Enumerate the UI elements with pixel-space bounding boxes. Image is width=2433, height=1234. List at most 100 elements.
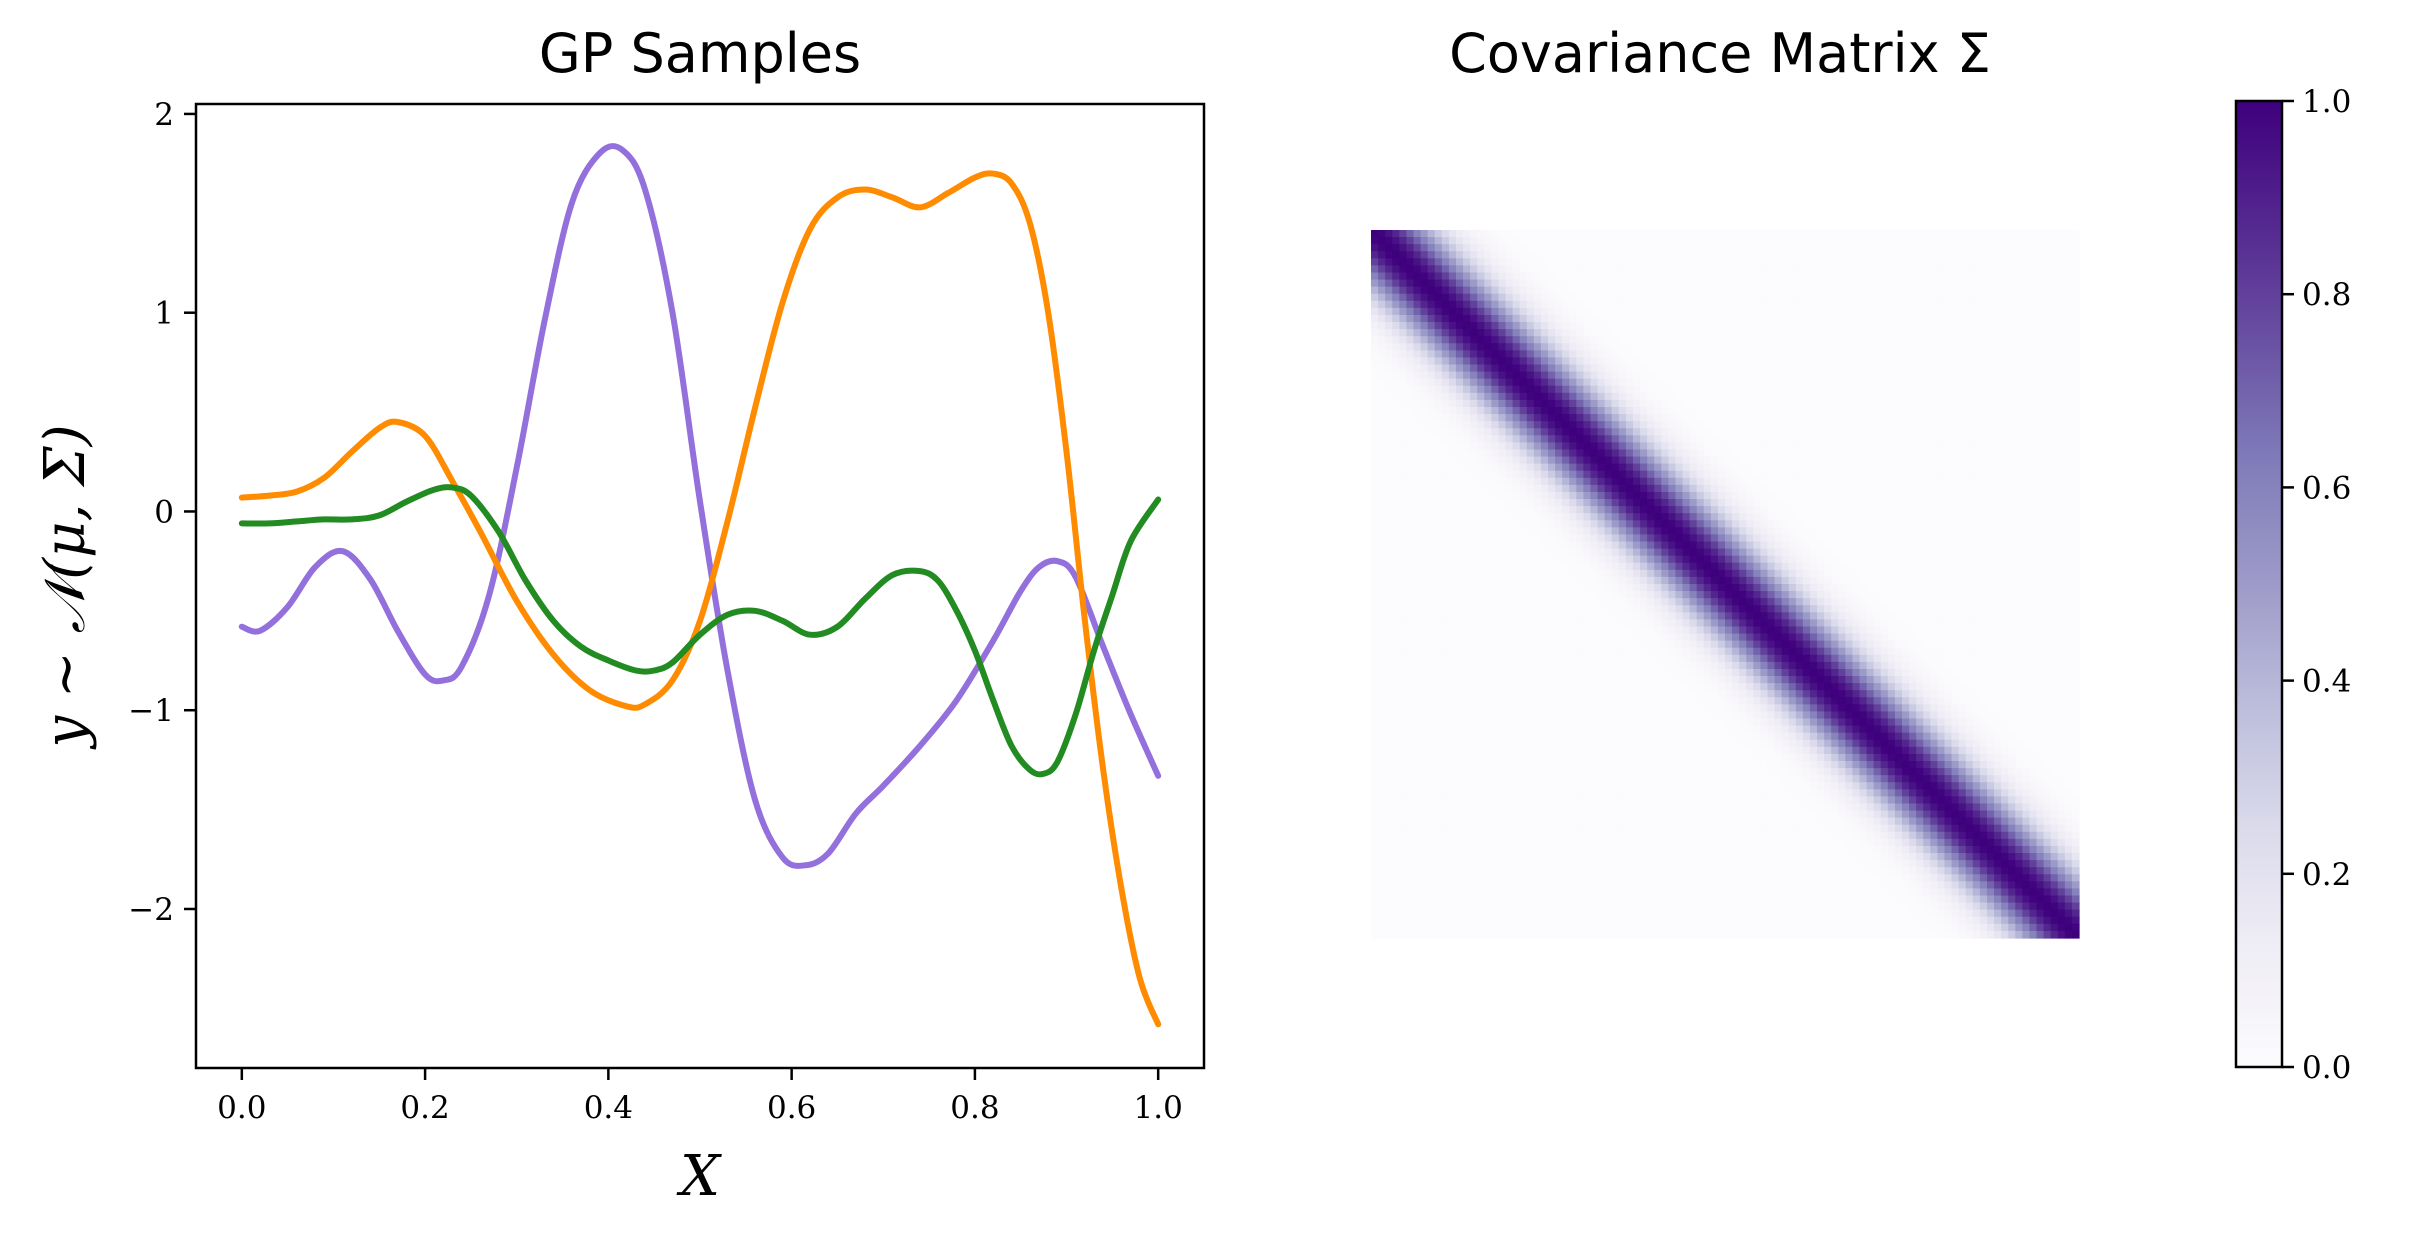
heatmap-cell bbox=[1385, 506, 1393, 514]
heatmap-cell bbox=[2036, 527, 2045, 536]
heatmap-cell bbox=[1902, 244, 1910, 252]
heatmap-cell bbox=[1937, 435, 1946, 443]
heatmap-cell bbox=[1817, 541, 1825, 550]
heatmap-cell bbox=[1809, 414, 1818, 422]
heatmap-cell bbox=[1569, 265, 1577, 274]
heatmap-cell bbox=[1618, 244, 1627, 252]
heatmap-cell bbox=[1845, 244, 1854, 252]
heatmap-cell bbox=[2043, 272, 2052, 281]
heatmap-cell bbox=[1902, 272, 1910, 281]
heatmap-cell bbox=[1986, 499, 1995, 507]
heatmap-cell bbox=[1831, 279, 1839, 288]
heatmap-cell bbox=[1930, 449, 1938, 458]
heatmap-cell bbox=[1505, 385, 1514, 394]
heatmap-cell bbox=[1767, 357, 1776, 366]
heatmap-cell bbox=[1399, 322, 1407, 330]
heatmap-cell bbox=[1378, 385, 1386, 394]
heatmap-cell bbox=[1845, 449, 1854, 458]
heatmap-cell bbox=[1845, 237, 1854, 245]
heatmap-cell bbox=[1972, 541, 1981, 550]
heatmap-cell bbox=[1548, 336, 1556, 344]
heatmap-cell bbox=[1441, 279, 1450, 288]
heatmap-cell bbox=[1902, 506, 1910, 514]
heatmap-cell bbox=[1526, 279, 1535, 288]
heatmap-cell bbox=[1420, 442, 1429, 451]
heatmap-cell bbox=[1894, 371, 1903, 380]
heatmap-cell bbox=[1448, 244, 1457, 252]
heatmap-cell bbox=[1675, 428, 1684, 436]
heatmap-cell bbox=[1625, 371, 1634, 380]
heatmap-cell bbox=[1378, 300, 1386, 309]
heatmap-cell bbox=[1965, 569, 1974, 578]
heatmap-cell bbox=[2064, 343, 2073, 351]
heatmap-cell bbox=[1703, 244, 1712, 252]
heatmap-cell bbox=[1725, 399, 1733, 408]
heatmap-cell bbox=[1654, 244, 1662, 252]
heatmap-cell bbox=[2008, 357, 2016, 366]
heatmap-cell bbox=[1979, 371, 1988, 380]
heatmap-cell bbox=[1972, 336, 1981, 344]
heatmap-cell bbox=[1491, 442, 1500, 451]
heatmap-cell bbox=[2015, 499, 2023, 507]
x-tick-label: 0.2 bbox=[400, 1090, 449, 1126]
heatmap-cell bbox=[2071, 569, 2080, 578]
heatmap-cell bbox=[1739, 484, 1747, 493]
heatmap-cell bbox=[1710, 442, 1719, 451]
heatmap-cell bbox=[1385, 293, 1393, 302]
heatmap-cell bbox=[1484, 230, 1492, 238]
heatmap-cell bbox=[1512, 548, 1521, 557]
heatmap-cell bbox=[1958, 548, 1967, 557]
heatmap-cell bbox=[2057, 385, 2066, 394]
heatmap-cell bbox=[1618, 435, 1627, 443]
heatmap-cell bbox=[1470, 307, 1478, 316]
heatmap-cell bbox=[2029, 569, 2038, 578]
heatmap-cell bbox=[1781, 562, 1790, 571]
heatmap-cell bbox=[1866, 258, 1875, 266]
heatmap-cell bbox=[1548, 499, 1556, 507]
heatmap-cell bbox=[1505, 484, 1514, 493]
heatmap-cell bbox=[1526, 300, 1535, 309]
heatmap-cell bbox=[1597, 435, 1606, 443]
heatmap-cell bbox=[1746, 407, 1754, 415]
heatmap-cell bbox=[1675, 322, 1684, 330]
heatmap-cell bbox=[1944, 251, 1953, 259]
heatmap-cell bbox=[1576, 258, 1584, 266]
heatmap-cell bbox=[1406, 378, 1415, 387]
heatmap-cell bbox=[1470, 251, 1478, 259]
heatmap-cell bbox=[1817, 414, 1825, 422]
heatmap-cell bbox=[1725, 251, 1733, 259]
heatmap-cell bbox=[2071, 491, 2080, 500]
heatmap-cell bbox=[1739, 506, 1747, 514]
heatmap-cell bbox=[1505, 307, 1514, 316]
heatmap-cell bbox=[1632, 293, 1641, 302]
heatmap-cell bbox=[1597, 322, 1606, 330]
heatmap-cell bbox=[1399, 378, 1407, 387]
heatmap-cell bbox=[1725, 329, 1733, 337]
heatmap-cell bbox=[1838, 307, 1846, 316]
heatmap-cell bbox=[1887, 484, 1896, 493]
heatmap-cell bbox=[1873, 293, 1882, 302]
heatmap-cell bbox=[1505, 293, 1514, 302]
heatmap-cell bbox=[1519, 258, 1528, 266]
heatmap-cell bbox=[1604, 336, 1613, 344]
heatmap-cell bbox=[1859, 456, 1868, 465]
heatmap-cell bbox=[2015, 251, 2023, 259]
heatmap-cell bbox=[1590, 343, 1599, 351]
heatmap-cell bbox=[1703, 555, 1712, 564]
heatmap-cell bbox=[1817, 463, 1825, 472]
heatmap-cell bbox=[1590, 230, 1599, 238]
heatmap-cell bbox=[1894, 392, 1903, 401]
heatmap-cell bbox=[1994, 499, 2002, 507]
heatmap-cell bbox=[1710, 513, 1719, 521]
heatmap-cell bbox=[1540, 237, 1549, 245]
heatmap-cell bbox=[1958, 307, 1967, 316]
heatmap-cell bbox=[1498, 272, 1507, 281]
heatmap-cell bbox=[1894, 314, 1903, 323]
heatmap-cell bbox=[1866, 378, 1875, 387]
heatmap-cell bbox=[2057, 534, 2066, 543]
heatmap-cell bbox=[2022, 251, 2031, 259]
heatmap-cell bbox=[1448, 385, 1457, 394]
heatmap-cell bbox=[2057, 541, 2066, 550]
heatmap-cell bbox=[1753, 293, 1761, 302]
